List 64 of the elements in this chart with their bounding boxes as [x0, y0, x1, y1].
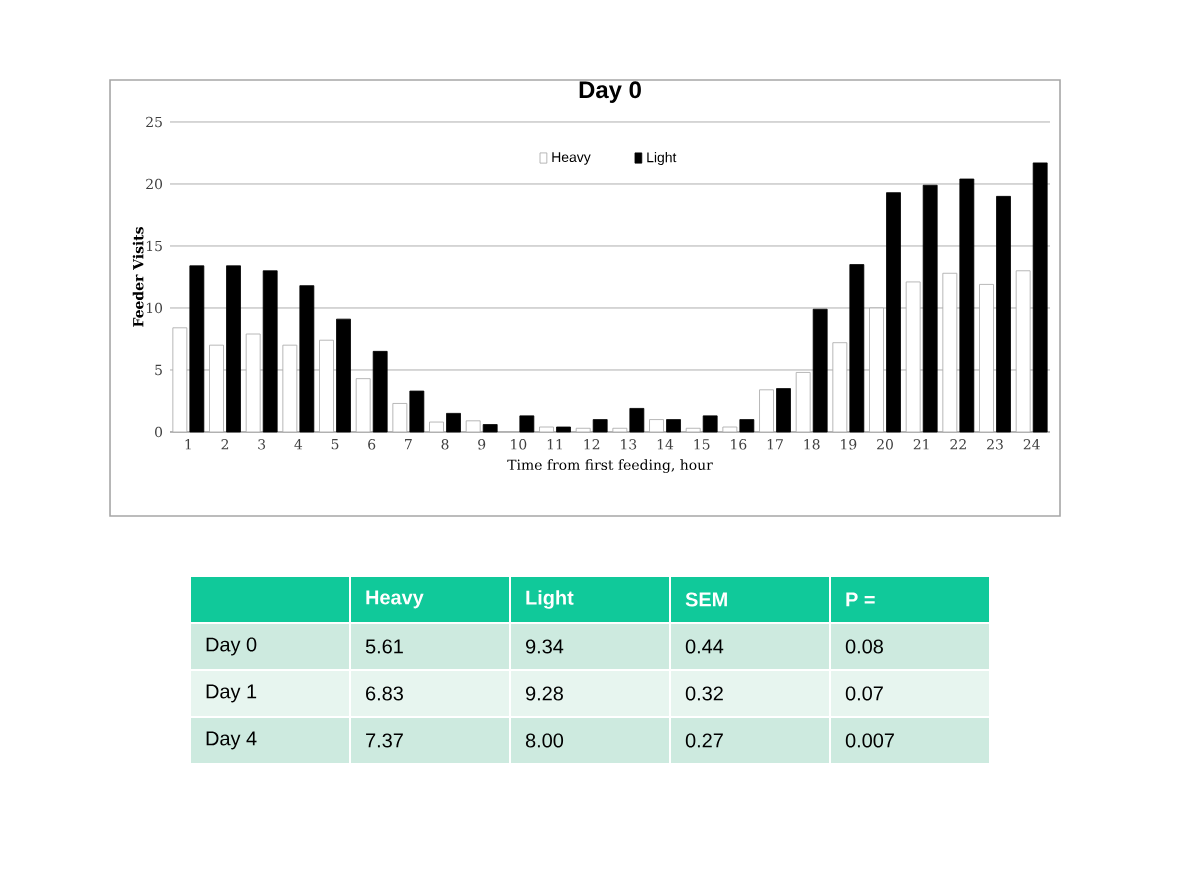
text: 7.37 — [366, 733, 403, 748]
text: 5.61 — [365, 639, 403, 654]
bar — [996, 195, 1011, 433]
text: 0.32 — [685, 686, 723, 701]
text: SEM — [685, 592, 727, 607]
text: P = — [846, 592, 875, 607]
bar — [336, 318, 351, 433]
bar — [189, 265, 205, 433]
bar — [319, 339, 334, 433]
bar — [539, 426, 554, 433]
bar — [482, 424, 498, 433]
text: 0.44 — [685, 639, 724, 654]
text: 9.28 — [525, 686, 563, 701]
bar — [556, 426, 571, 433]
bar — [666, 419, 681, 433]
bar — [759, 389, 774, 433]
bar — [355, 378, 371, 433]
text: 0.07 — [845, 686, 883, 701]
bar — [722, 426, 738, 433]
bar — [429, 421, 444, 433]
bar — [629, 408, 645, 433]
bar — [592, 419, 608, 433]
bar — [922, 184, 938, 433]
text: 9.34 — [525, 639, 564, 654]
bar — [1032, 162, 1048, 433]
bar — [465, 420, 481, 433]
bar — [209, 344, 224, 433]
text: 0.08 — [845, 639, 883, 654]
bar — [446, 412, 461, 433]
bar — [832, 342, 848, 433]
bar — [702, 415, 718, 433]
bar — [849, 264, 865, 433]
bar — [886, 192, 901, 433]
chart-title: Day 0 — [579, 81, 641, 103]
bar — [172, 327, 188, 433]
bar — [299, 285, 315, 433]
text: Day 0 — [206, 637, 257, 656]
bar — [372, 350, 388, 433]
bar — [905, 281, 921, 433]
bar — [869, 307, 884, 433]
text: Day 1 — [206, 684, 257, 703]
bar — [1015, 270, 1031, 433]
text: 8.00 — [525, 733, 564, 748]
text: 0.007 — [845, 733, 894, 748]
bar — [739, 419, 755, 433]
text: Light — [526, 590, 574, 609]
text: 6.83 — [366, 686, 403, 701]
bar — [812, 308, 828, 433]
bar — [392, 403, 408, 433]
bar — [262, 270, 278, 433]
bar — [979, 284, 994, 433]
bar — [282, 344, 298, 433]
bar — [519, 415, 535, 433]
bar — [649, 419, 664, 433]
bar — [942, 272, 958, 433]
bar — [795, 372, 811, 433]
bar — [226, 265, 241, 433]
bar — [409, 390, 425, 433]
text: Day 4 — [206, 731, 257, 750]
bar — [959, 178, 975, 433]
bar — [245, 333, 261, 433]
text: Heavy — [366, 590, 424, 609]
bar — [776, 388, 791, 433]
text: 0.27 — [685, 733, 723, 748]
